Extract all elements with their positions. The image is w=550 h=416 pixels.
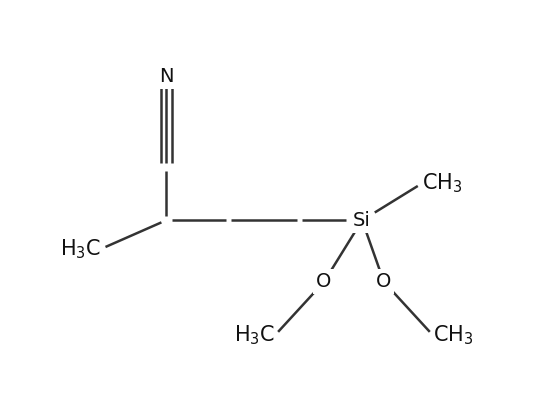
- Text: $\mathrm{H_3C}$: $\mathrm{H_3C}$: [234, 323, 275, 347]
- Text: $\mathrm{CH_3}$: $\mathrm{CH_3}$: [433, 323, 474, 347]
- Text: Si: Si: [353, 211, 371, 230]
- Text: $\mathrm{H_3C}$: $\mathrm{H_3C}$: [59, 237, 101, 261]
- Text: N: N: [159, 67, 173, 86]
- Text: O: O: [376, 272, 392, 291]
- Text: $\mathrm{CH_3}$: $\mathrm{CH_3}$: [422, 171, 463, 195]
- Text: O: O: [316, 272, 332, 291]
